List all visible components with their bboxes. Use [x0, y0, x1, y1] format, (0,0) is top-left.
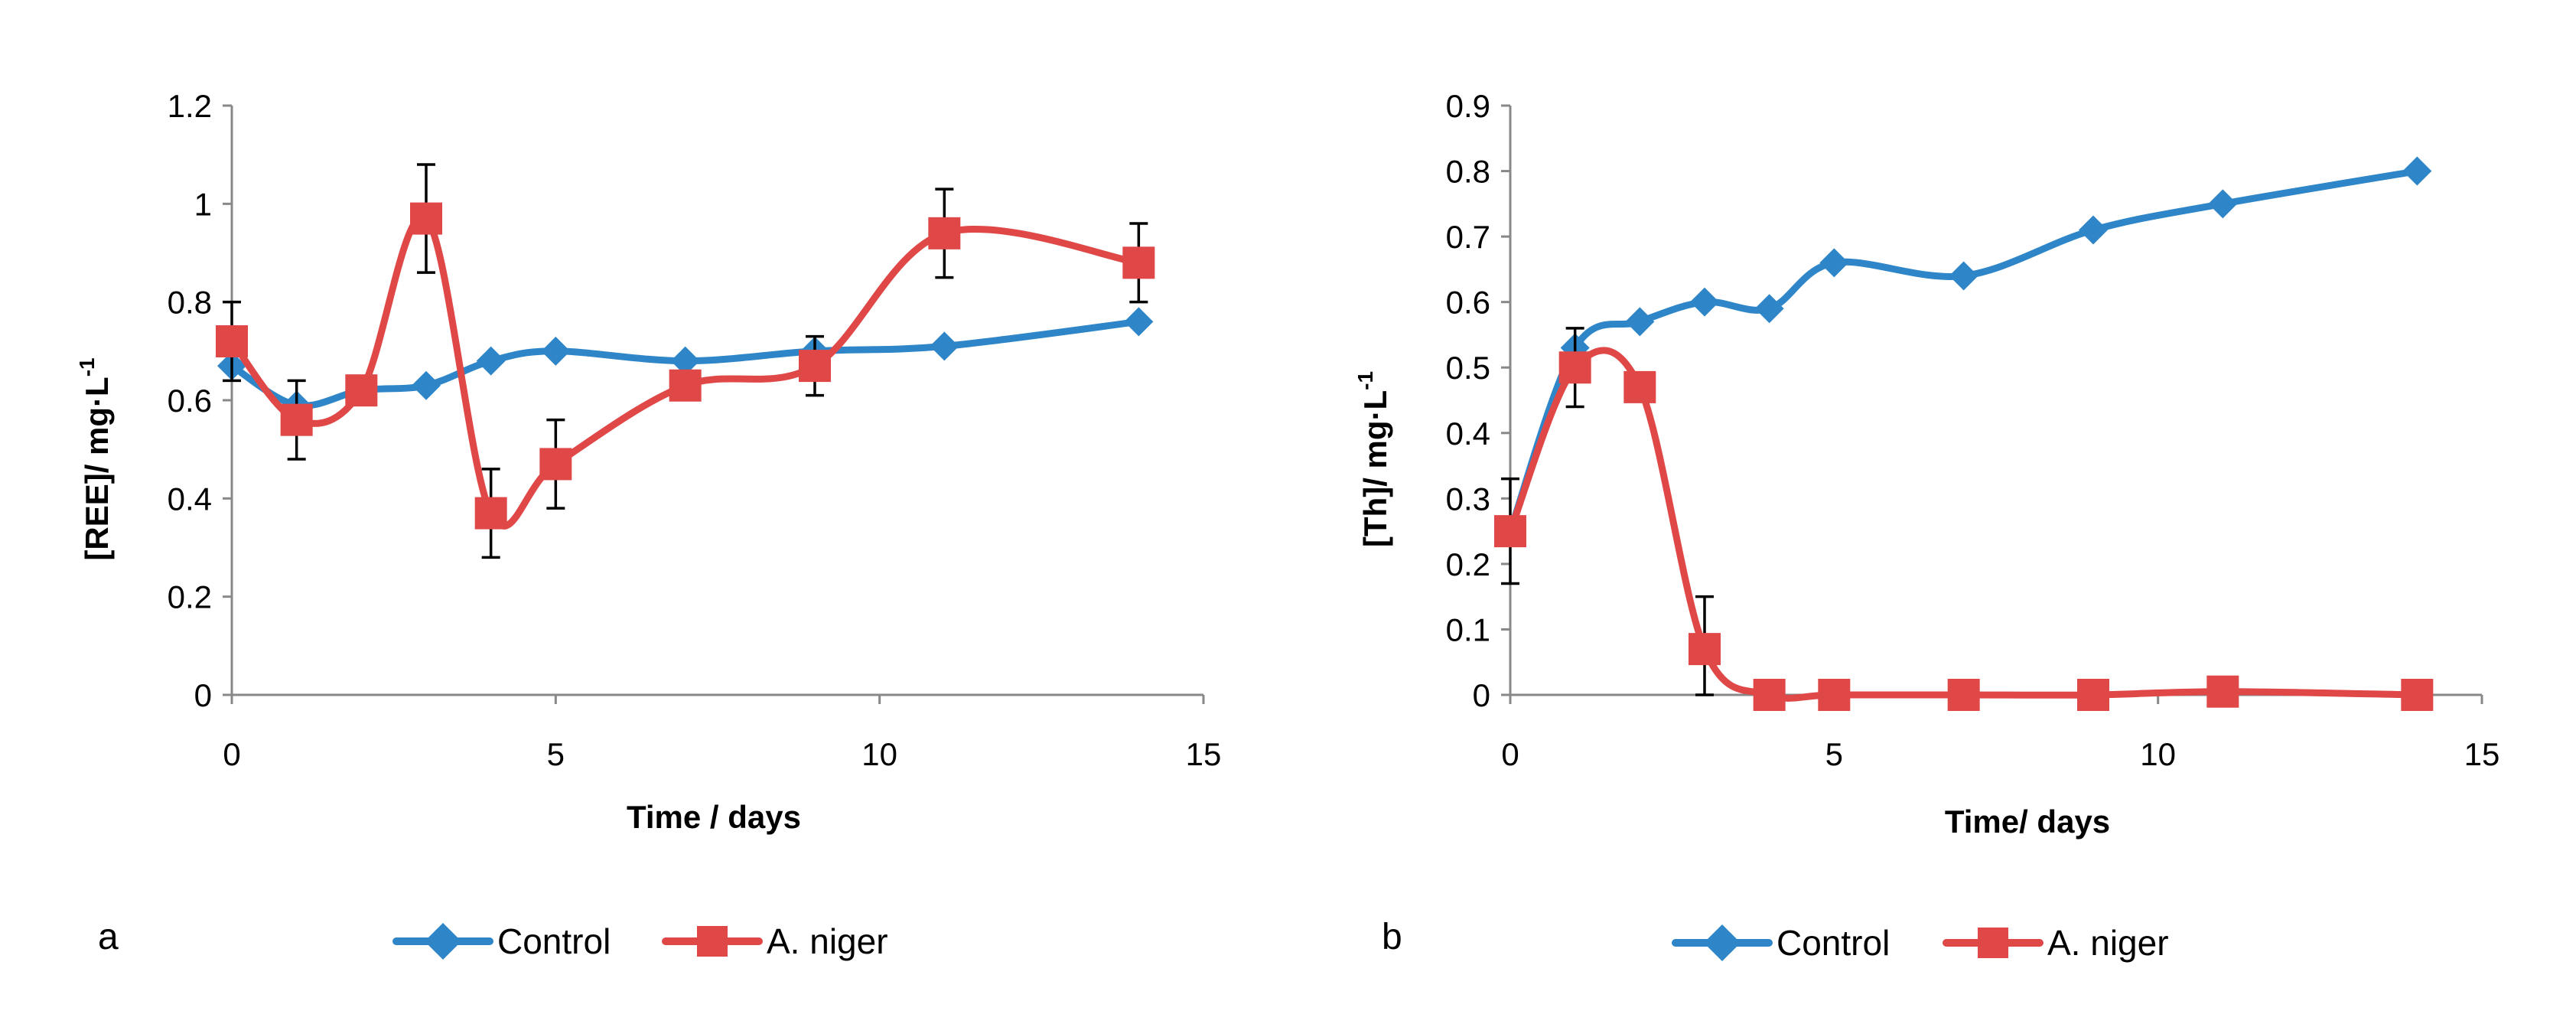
panel-b-control-point	[1819, 248, 1849, 278]
panel-a-y-axis-title-sup: -1	[75, 357, 99, 377]
panel-b-y-tick-label: 0.2	[1446, 546, 1490, 582]
panel-b-control-point	[2079, 215, 2108, 245]
panel-a-legend-control-label: Control	[497, 921, 611, 961]
panel-b-x-tick-label: 15	[2464, 736, 2500, 772]
panel-b-y-tick-label: 0.3	[1446, 481, 1490, 517]
panel-a-x-tick-label: 15	[1186, 736, 1222, 772]
panel-b-aniger-point	[1689, 633, 1721, 666]
panel-b-y-tick-label: 0	[1473, 677, 1490, 713]
panel-a-legend: Control A. niger	[392, 921, 888, 961]
panel-a-aniger-point	[216, 325, 248, 357]
panel-a-y-tick-label: 0.4	[168, 481, 212, 517]
panel-b-control-point	[1949, 261, 1978, 291]
panel-a-y-tick-label: 1	[194, 186, 212, 222]
panel-b-plot: 0 0.1 0.2 0.3 0.4 0.5 0.6 0.7 0.8 0.9 0 5 10 15	[1446, 88, 2500, 772]
panel-a-y-axis-title-main: [REE]/ mg·L	[79, 377, 115, 560]
panel-b-y-tick-label: 0.4	[1446, 416, 1490, 452]
panel-b-legend-control-label: Control	[1776, 923, 1890, 963]
panel-b-aniger-point	[2206, 675, 2239, 708]
panel-a-control-point	[1124, 307, 1154, 337]
panel-a-control-point	[476, 346, 506, 376]
panel-a-plot: 0 0.2 0.4 0.6 0.8 1 1.2 0 5 10 15	[168, 88, 1222, 772]
panel-b-control-point	[2208, 189, 2238, 219]
panel-a-x-tick-label: 10	[861, 736, 897, 772]
panel-a-aniger-point	[410, 202, 442, 235]
panel-a-control-point	[930, 331, 959, 361]
panel-b-y-tick-label: 0.5	[1446, 350, 1490, 386]
panel-a-x-tick-label: 5	[547, 736, 565, 772]
panel-a-aniger-point	[539, 448, 572, 481]
panel-b-legend-aniger-label: A. niger	[2047, 923, 2169, 963]
panel-b-aniger-point	[1494, 515, 1526, 548]
panel-b-y-tick-label: 0.1	[1446, 611, 1490, 647]
panel-b-x-tick-label: 10	[2140, 736, 2176, 772]
panel-b-y-tick-label: 0.6	[1446, 285, 1490, 321]
panel-a-aniger-point	[669, 369, 702, 402]
panel-b-y-axis-title-sup: -1	[1353, 371, 1377, 390]
panel-b-control-point	[2402, 156, 2432, 186]
panel-b-label: b	[1382, 917, 1402, 957]
panel-b-aniger-point	[1558, 351, 1591, 384]
panel-a-x-axis-title: Time / days	[627, 799, 801, 835]
panel-a-legend-aniger-marker	[697, 926, 728, 957]
panel-b-y-axis-title-main: [Th]/ mg·L	[1357, 390, 1393, 547]
panel-b-control-series-line	[1506, 168, 2421, 535]
panel-a-control-point	[541, 336, 571, 366]
panel-b-aniger-point	[1623, 370, 1656, 403]
panel-b-y-tick-label: 0.9	[1446, 88, 1490, 124]
panel-b-aniger-point	[2077, 679, 2109, 711]
panel-b-aniger-point	[1753, 679, 1786, 711]
panel-a-control-point	[670, 346, 700, 376]
panel-a-y-tick-label: 0	[194, 677, 212, 713]
panel-a-control-series-line	[228, 318, 1142, 409]
panel-a-y-tick-label: 0.8	[168, 285, 212, 321]
panel-b-x-tick-label: 5	[1825, 736, 1843, 772]
panel-b-control-point	[1754, 294, 1784, 324]
panel-a-control-point	[412, 370, 441, 400]
panel-a-aniger-point	[474, 497, 507, 530]
panel-b-aniger-point	[1818, 679, 1851, 711]
panel-b-aniger-point	[2401, 679, 2434, 711]
panel-a-aniger-point	[799, 350, 831, 383]
panel-a-y-tick-label: 1.2	[168, 88, 212, 124]
panel-b-x-axis-title: Time/ days	[1945, 804, 2110, 840]
panel-b-control-point	[1625, 307, 1655, 337]
panel-b-legend-aniger-marker	[1978, 928, 2008, 958]
panel-b-legend: Control A. niger	[1672, 923, 2169, 963]
panel-a-y-tick-label: 0.2	[168, 579, 212, 615]
panel-b-aniger-point	[1947, 679, 1980, 711]
panel-a-label: a	[98, 917, 119, 957]
panel-b-y-axis-title: [Th]/ mg·L-1	[1353, 371, 1393, 547]
panel-b-y-tick-label: 0.7	[1446, 219, 1490, 255]
panel-a-aniger-point	[928, 217, 961, 249]
panel-b-y-tick-label: 0.8	[1446, 154, 1490, 190]
panel-b-aniger-series-line	[1506, 347, 2421, 702]
panel-a-x-tick-label: 0	[223, 736, 240, 772]
panel-a-aniger-point	[345, 374, 378, 407]
panel-b-control-point	[1690, 287, 1719, 317]
panel-a-legend-control-marker	[424, 922, 462, 960]
panel-a-y-tick-label: 0.6	[168, 383, 212, 419]
panel-a-aniger-point	[280, 403, 313, 436]
panel-a-y-axis-title: [REE]/ mg·L-1	[75, 357, 115, 560]
panel-b-x-tick-label: 0	[1501, 736, 1519, 772]
panel-a-aniger-point	[1122, 246, 1155, 279]
panel-a-legend-aniger-label: A. niger	[767, 921, 888, 961]
panel-b-legend-control-marker	[1703, 924, 1741, 962]
